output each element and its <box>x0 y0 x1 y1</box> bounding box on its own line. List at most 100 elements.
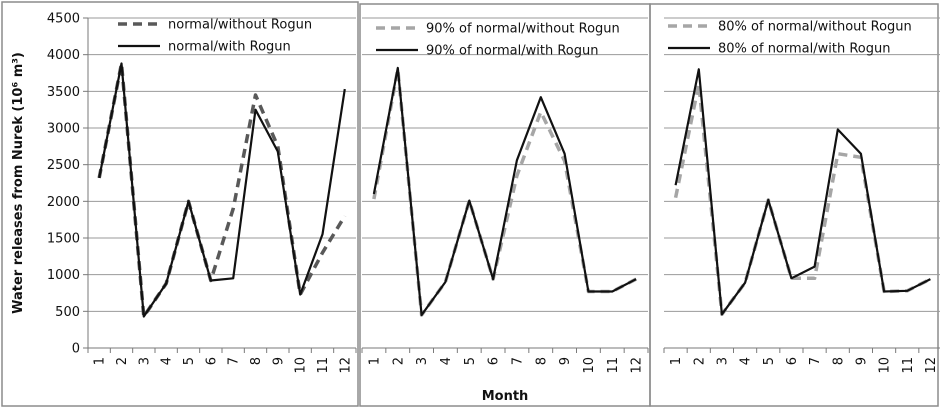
x-tick-label: 12 <box>924 357 939 374</box>
data-point <box>299 293 301 295</box>
data-point <box>420 314 422 316</box>
x-tick-label: 10 <box>582 357 597 374</box>
x-tick-label: 11 <box>316 357 331 374</box>
x-tick-label: 12 <box>630 357 645 374</box>
y-tick-label: 1000 <box>47 268 80 283</box>
y-tick-label: 4000 <box>47 48 80 63</box>
data-point <box>563 153 565 155</box>
data-point <box>929 278 931 280</box>
y-tick-label: 1500 <box>47 232 80 247</box>
legend-label: 80% of normal/without Rogun <box>718 20 912 35</box>
data-point <box>344 88 346 90</box>
data-point <box>674 197 676 199</box>
x-tick-label: 10 <box>294 357 309 374</box>
data-point <box>277 145 279 147</box>
data-point <box>698 68 700 70</box>
y-tick-label: 2000 <box>47 195 80 210</box>
x-tick-label: 11 <box>606 357 621 374</box>
x-tick-label: 3 <box>415 357 430 365</box>
data-point <box>254 94 256 96</box>
data-point <box>254 109 256 111</box>
legend-label: 90% of normal/without Rogun <box>426 22 620 37</box>
legend-label: normal/with Rogun <box>168 40 291 55</box>
x-tick-label: 3 <box>137 357 152 365</box>
x-tick-label: 8 <box>249 357 264 365</box>
legend-label: 80% of normal/with Rogun <box>718 42 890 57</box>
data-point <box>883 290 885 292</box>
x-tick-label: 4 <box>439 357 454 365</box>
x-tick-label: 9 <box>854 357 869 365</box>
panel-frame <box>359 3 651 407</box>
data-point <box>468 199 470 201</box>
data-point <box>492 278 494 280</box>
x-tick-label: 6 <box>487 357 502 365</box>
data-point <box>120 62 122 64</box>
y-tick-label: 500 <box>55 305 80 320</box>
data-point <box>321 252 323 254</box>
data-point <box>397 67 399 69</box>
panel-frame <box>1 1 359 407</box>
chart-panel-1: 0 500 1000 1500 2000 2500 3000 3500 4000 4500 Wate… <box>1 1 359 407</box>
data-point <box>721 313 723 315</box>
data-point <box>232 277 234 279</box>
x-tick-label: 8 <box>534 357 549 365</box>
data-point <box>321 233 323 235</box>
data-point <box>635 278 637 280</box>
data-point <box>232 208 234 210</box>
data-point <box>744 282 746 284</box>
data-point <box>767 199 769 201</box>
data-point <box>165 282 167 284</box>
y-axis-title: Water releases from Nurek (10⁶ m³) <box>11 52 26 314</box>
x-tick-label: 3 <box>715 357 730 365</box>
x-tick-label: 7 <box>227 357 242 365</box>
x-tick-label: 5 <box>463 357 478 365</box>
x-tick-label: 4 <box>739 357 754 365</box>
y-tick-label: 2500 <box>47 158 80 173</box>
x-tick-label: 2 <box>115 357 130 365</box>
x-tick-label: 8 <box>831 357 846 365</box>
data-point <box>860 153 862 155</box>
x-tick-label: 12 <box>338 357 353 374</box>
data-point <box>906 290 908 292</box>
x-tick-label: 1 <box>669 357 684 365</box>
x-axis-title: Month <box>482 389 529 404</box>
x-tick-label: 9 <box>558 357 573 365</box>
data-point <box>611 290 613 292</box>
y-tick-label: 4500 <box>47 12 80 27</box>
series-line-2 <box>98 62 346 318</box>
data-point <box>516 159 518 161</box>
series-line-1 <box>673 82 932 317</box>
data-point <box>373 193 375 195</box>
y-tick-label: 0 <box>72 342 80 357</box>
data-point <box>540 111 542 113</box>
x-tick-label: 9 <box>271 357 286 365</box>
y-tick-label: 3000 <box>47 122 80 137</box>
data-point <box>674 184 676 186</box>
x-tick-label: 6 <box>204 357 219 365</box>
y-tick-label: 3500 <box>47 85 80 100</box>
series-line-2 <box>372 66 637 317</box>
x-tick-label: 10 <box>878 357 893 374</box>
data-point <box>187 200 189 202</box>
x-tick-label: 7 <box>510 357 525 365</box>
data-point <box>516 175 518 177</box>
x-tick-label: 7 <box>808 357 823 365</box>
x-tick-label: 1 <box>367 357 382 365</box>
x-tick-label: 2 <box>692 357 707 365</box>
data-point <box>790 277 792 279</box>
x-tick-label: 6 <box>785 357 800 365</box>
x-tick-label: 11 <box>901 357 916 374</box>
legend-label: normal/without Rogun <box>168 18 312 33</box>
legend-label: 90% of normal/with Rogun <box>426 44 598 59</box>
data-point <box>837 128 839 130</box>
data-point <box>277 150 279 152</box>
data-point <box>540 96 542 98</box>
x-tick-label: 5 <box>182 357 197 365</box>
x-tick-label: 2 <box>391 357 406 365</box>
x-tick-label: 5 <box>762 357 777 365</box>
data-point <box>210 279 212 281</box>
